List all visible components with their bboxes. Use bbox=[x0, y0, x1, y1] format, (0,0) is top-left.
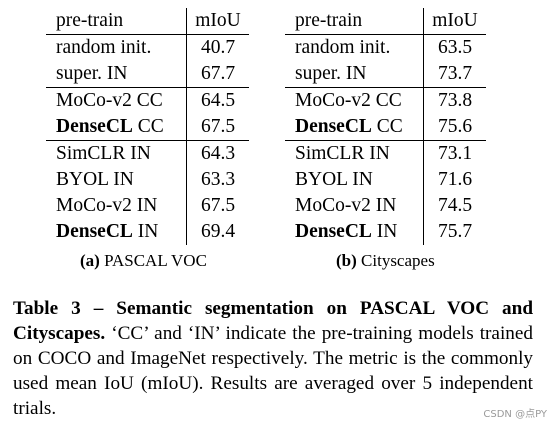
results-table: pre-train mIoU random init. 40.7 super. IN… bbox=[46, 8, 249, 245]
table-cityscapes: pre-train mIoU random init. 63.5 super. IN… bbox=[285, 8, 486, 245]
method-cell: MoCo-v2 IN bbox=[285, 193, 424, 219]
table-row: DenseCL CC 67.5 bbox=[46, 114, 249, 141]
miou-cell: 67.5 bbox=[200, 195, 236, 217]
method: MoCo-v2 CC bbox=[295, 90, 402, 112]
table-row: MoCo-v2 IN 74.5 bbox=[285, 193, 486, 219]
table-row: super. IN 67.7 bbox=[46, 61, 249, 88]
table-row: DenseCL CC 75.6 bbox=[285, 114, 486, 141]
method: BYOL IN bbox=[295, 169, 373, 191]
table-row: DenseCL IN 75.7 bbox=[285, 219, 486, 245]
table-row: SimCLR IN 64.3 bbox=[46, 140, 249, 167]
header-miou: mIoU bbox=[432, 10, 478, 32]
subcaption-text: PASCAL VOC bbox=[99, 251, 207, 270]
miou-cell: 67.7 bbox=[200, 63, 236, 85]
table-header-row: pre-train mIoU bbox=[46, 8, 249, 35]
method-suffix: CC bbox=[371, 116, 403, 138]
method: BYOL IN bbox=[56, 169, 134, 191]
subcaption-label: (b) bbox=[336, 251, 357, 270]
method-cell: MoCo-v2 IN bbox=[46, 193, 187, 219]
method-bold: DenseCL bbox=[295, 116, 372, 138]
method: random init. bbox=[295, 37, 391, 59]
header-miou: mIoU bbox=[195, 10, 241, 32]
subcaption-cityscapes: (b) Cityscapes bbox=[336, 251, 435, 271]
subcaption-pascal-voc: (a) PASCAL VOC bbox=[80, 251, 207, 271]
miou-cell: 74.5 bbox=[437, 195, 473, 217]
method-cell: random init. bbox=[46, 34, 187, 61]
method: random init. bbox=[56, 37, 152, 59]
method: MoCo-v2 CC bbox=[56, 90, 163, 112]
method-cell: SimCLR IN bbox=[285, 140, 424, 167]
subcaption-text: Cityscapes bbox=[356, 251, 435, 270]
method: MoCo-v2 IN bbox=[56, 195, 158, 217]
miou-cell: 75.7 bbox=[437, 221, 473, 243]
method-cell: super. IN bbox=[285, 61, 424, 88]
watermark: CSDN @点PY bbox=[483, 409, 547, 420]
method-cell: MoCo-v2 CC bbox=[46, 87, 187, 114]
table-row: DenseCL IN 69.4 bbox=[46, 219, 249, 245]
method-cell: SimCLR IN bbox=[46, 140, 187, 167]
table-row: SimCLR IN 73.1 bbox=[285, 140, 486, 167]
method-cell: super. IN bbox=[46, 61, 187, 88]
table-caption: Table 3 – Semantic segmentation on PASCA… bbox=[13, 296, 533, 421]
method-suffix: IN bbox=[132, 221, 159, 243]
header-pretrain: pre-train bbox=[285, 8, 424, 35]
miou-cell: 67.5 bbox=[200, 116, 236, 138]
miou-cell: 75.6 bbox=[437, 116, 473, 138]
table-row: super. IN 73.7 bbox=[285, 61, 486, 88]
results-table: pre-train mIoU random init. 63.5 super. IN… bbox=[285, 8, 486, 245]
method-cell: BYOL IN bbox=[46, 167, 187, 193]
miou-cell: 73.8 bbox=[423, 87, 486, 114]
miou-cell: 63.5 bbox=[437, 37, 473, 59]
header-pretrain: pre-train bbox=[46, 8, 187, 35]
method-cell: random init. bbox=[285, 34, 424, 61]
table-body: random init. 40.7 super. IN 67.7 MoCo-v2 CC 6… bbox=[46, 34, 249, 245]
table-body: random init. 63.5 super. IN 73.7 MoCo-v2 CC 7… bbox=[285, 34, 486, 245]
method-bold: DenseCL bbox=[56, 116, 133, 138]
miou-cell: 63.3 bbox=[200, 169, 236, 191]
table-row: MoCo-v2 IN 67.5 bbox=[46, 193, 249, 219]
table-pascal-voc: pre-train mIoU random init. 40.7 super. IN… bbox=[46, 8, 249, 245]
miou-cell: 71.6 bbox=[437, 169, 473, 191]
method-bold: DenseCL bbox=[56, 221, 133, 243]
miou-cell: 69.4 bbox=[200, 221, 236, 243]
method-cell: DenseCL IN bbox=[46, 219, 187, 245]
miou-cell: 73.7 bbox=[437, 63, 473, 85]
miou-cell: 64.3 bbox=[186, 140, 249, 167]
miou-cell: 73.1 bbox=[423, 140, 486, 167]
table-row: BYOL IN 71.6 bbox=[285, 167, 486, 193]
table-row: random init. 63.5 bbox=[285, 34, 486, 61]
table-row: MoCo-v2 CC 64.5 bbox=[46, 87, 249, 114]
method: super. IN bbox=[295, 63, 367, 85]
method-cell: MoCo-v2 CC bbox=[285, 87, 424, 114]
method-suffix: IN bbox=[371, 221, 398, 243]
method-cell: DenseCL CC bbox=[46, 114, 187, 141]
table-row: BYOL IN 63.3 bbox=[46, 167, 249, 193]
method-cell: BYOL IN bbox=[285, 167, 424, 193]
caption-body: ‘CC’ and ‘IN’ indicate the pre-training … bbox=[13, 323, 533, 419]
table-row: random init. 40.7 bbox=[46, 34, 249, 61]
method-bold: DenseCL bbox=[295, 221, 372, 243]
table-row: MoCo-v2 CC 73.8 bbox=[285, 87, 486, 114]
subcaption-label: (a) bbox=[80, 251, 100, 270]
method-suffix: CC bbox=[132, 116, 164, 138]
method: SimCLR IN bbox=[56, 143, 151, 165]
method: super. IN bbox=[56, 63, 128, 85]
method-cell: DenseCL IN bbox=[285, 219, 424, 245]
miou-cell: 64.5 bbox=[186, 87, 249, 114]
method: SimCLR IN bbox=[295, 143, 390, 165]
table-header-row: pre-train mIoU bbox=[285, 8, 486, 35]
method-cell: DenseCL CC bbox=[285, 114, 424, 141]
miou-cell: 40.7 bbox=[200, 37, 236, 59]
caption-title: Table 3 – Semantic segmentation on PASCA… bbox=[13, 298, 533, 344]
method: MoCo-v2 IN bbox=[295, 195, 397, 217]
